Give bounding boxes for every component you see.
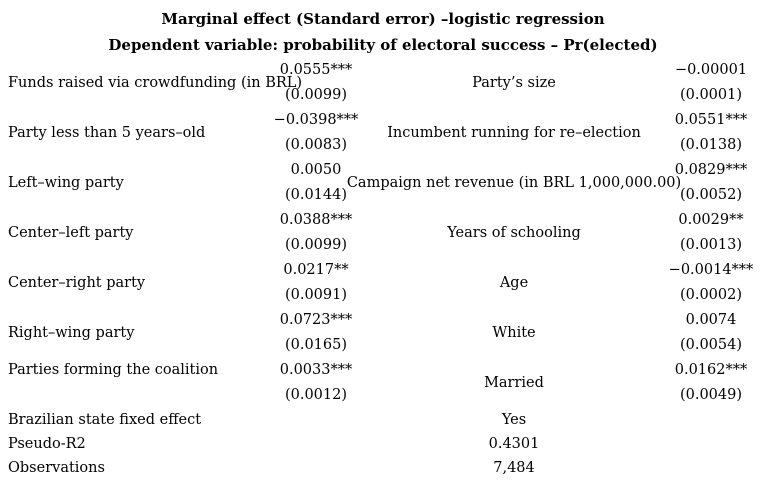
standard-error-value: (0.0054)	[679, 337, 743, 353]
coefficient-value: −0.0014***	[668, 262, 754, 278]
regression-table: Funds raised via crowdfunding (in BRL) 0…	[0, 58, 766, 480]
coefficient-value: 0.0033***	[279, 362, 353, 378]
standard-error-value: (0.0138)	[679, 137, 743, 153]
coefficient-value: 0.0388***	[279, 212, 353, 228]
variable-label-left: Funds raised via crowdfunding (in BRL)	[8, 75, 303, 91]
coefficient-value: 0.0217**	[283, 262, 349, 278]
coefficient-value: 0.0029**	[678, 212, 744, 228]
variable-label-left: Party less than 5 years–old	[8, 125, 206, 141]
standard-error-value: (0.0083)	[284, 137, 348, 153]
estimate-cell-right: 0.0829*** (0.0052)	[656, 158, 766, 208]
standard-error-value: (0.0012)	[284, 387, 348, 403]
summary-label: Pseudo-R2	[8, 436, 86, 452]
variable-label-left: Left–wing party	[8, 175, 124, 191]
variable-label-right: Campaign net revenue (in BRL 1,000,000.0…	[346, 175, 682, 191]
standard-error-value: (0.0099)	[284, 237, 348, 253]
coefficient-value: 0.0050	[290, 162, 342, 178]
variable-label-right: White	[492, 325, 536, 341]
variable-row: Right–wing party 0.0723*** (0.0165) Whit…	[0, 308, 766, 358]
estimate-cell-left: 0.0388*** (0.0099)	[260, 208, 372, 258]
estimate-cell-left: 0.0033*** (0.0012)	[260, 358, 372, 408]
coefficient-value: 0.0074	[685, 312, 737, 328]
estimate-cell-right: −0.00001 (0.0001)	[656, 58, 766, 108]
variable-label-left: Center–right party	[8, 275, 146, 291]
variable-label-left: Parties forming the coalition	[8, 362, 219, 378]
summary-value: 0.4301	[488, 436, 540, 452]
coefficient-value: 0.0162***	[674, 362, 748, 378]
summary-row-fixed-effect: Brazilian state fixed effect Yes	[0, 408, 766, 432]
standard-error-value: (0.0144)	[284, 187, 348, 203]
standard-error-value: (0.0049)	[679, 387, 743, 403]
estimate-cell-right: 0.0029** (0.0013)	[656, 208, 766, 258]
variable-row: Center–left party 0.0388*** (0.0099) Yea…	[0, 208, 766, 258]
variable-label-left: Center–left party	[8, 225, 134, 241]
variable-label-right: Married	[484, 375, 544, 391]
variable-label-right: Years of schooling	[447, 225, 581, 241]
coefficient-value: −0.00001	[674, 62, 748, 78]
variable-label-right: Party’s size	[472, 75, 556, 91]
variable-row: Parties forming the coalition 0.0033*** …	[0, 358, 766, 408]
estimate-cell-left: 0.0050 (0.0144)	[260, 158, 372, 208]
standard-error-value: (0.0013)	[679, 237, 743, 253]
estimate-cell-left: 0.0217** (0.0091)	[260, 258, 372, 308]
standard-error-value: (0.0001)	[679, 87, 743, 103]
summary-label: Brazilian state fixed effect	[8, 412, 202, 428]
variable-row: Party less than 5 years–old −0.0398*** (…	[0, 108, 766, 158]
estimate-cell-right: 0.0551*** (0.0138)	[656, 108, 766, 158]
standard-error-value: (0.0165)	[284, 337, 348, 353]
coefficient-value: −0.0398***	[273, 112, 359, 128]
table-subtitle: Dependent variable: probability of elect…	[108, 36, 658, 54]
standard-error-value: (0.0002)	[679, 287, 743, 303]
estimate-cell-right: 0.0162*** (0.0049)	[656, 358, 766, 408]
variable-row: Left–wing party 0.0050 (0.0144) Campaign…	[0, 158, 766, 208]
summary-row-observations: Observations 7,484	[0, 456, 766, 480]
table-title: Marginal effect (Standard error) –logist…	[161, 10, 605, 28]
coefficient-value: 0.0555***	[279, 62, 353, 78]
variable-label-left: Right–wing party	[8, 325, 135, 341]
coefficient-value: 0.0829***	[674, 162, 748, 178]
summary-label: Observations	[8, 460, 105, 476]
estimate-cell-left: 0.0555*** (0.0099)	[260, 58, 372, 108]
summary-value: Yes	[501, 412, 527, 428]
summary-row-pseudo-r2: Pseudo-R2 0.4301	[0, 432, 766, 456]
variable-row: Center–right party 0.0217** (0.0091) Age…	[0, 258, 766, 308]
estimate-cell-left: −0.0398*** (0.0083)	[260, 108, 372, 158]
estimate-cell-right: 0.0074 (0.0054)	[656, 308, 766, 358]
variable-label-right: Age	[499, 275, 529, 291]
standard-error-value: (0.0052)	[679, 187, 743, 203]
estimate-cell-right: −0.0014*** (0.0002)	[656, 258, 766, 308]
coefficient-value: 0.0551***	[674, 112, 748, 128]
variable-label-right: Incumbent running for re–election	[387, 125, 641, 141]
coefficient-value: 0.0723***	[279, 312, 353, 328]
standard-error-value: (0.0099)	[284, 87, 348, 103]
summary-value: 7,484	[493, 460, 535, 476]
standard-error-value: (0.0091)	[284, 287, 348, 303]
variable-row: Funds raised via crowdfunding (in BRL) 0…	[0, 58, 766, 108]
estimate-cell-left: 0.0723*** (0.0165)	[260, 308, 372, 358]
